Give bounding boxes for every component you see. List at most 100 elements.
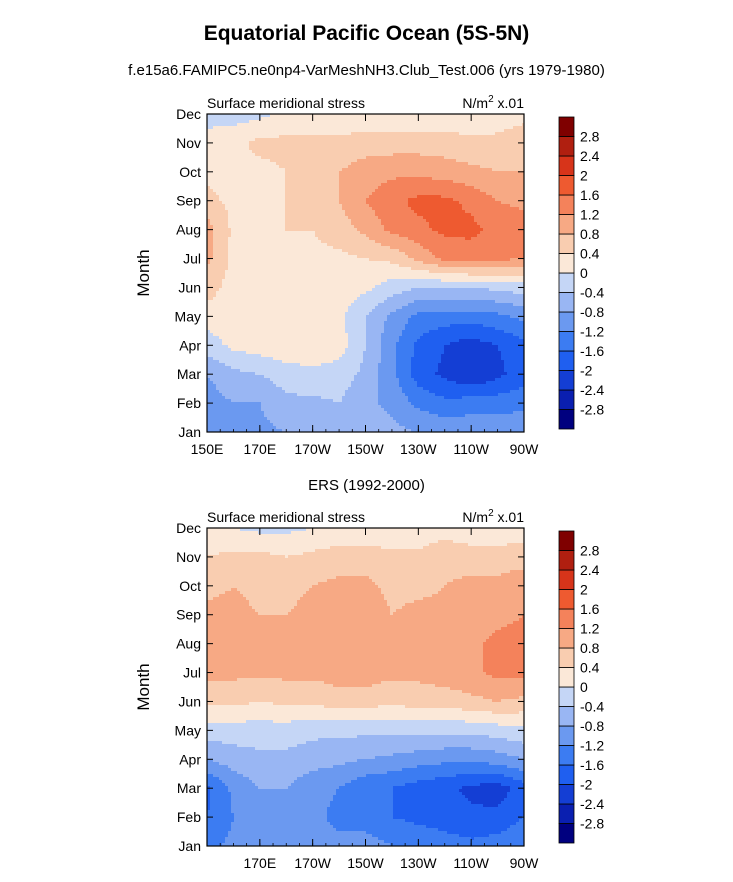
colorbar-box (558, 530, 575, 551)
colorbar-label: 0.4 (580, 246, 600, 262)
y-tick-label: Oct (179, 164, 201, 180)
colorbar-label: 1.2 (580, 207, 600, 223)
colorbar-label: 1.2 (580, 621, 600, 637)
y-tick-label: Mar (177, 366, 201, 382)
colorbar-label: 2.4 (580, 148, 600, 164)
colorbar-label: -1.2 (580, 738, 604, 754)
colorbar-box (558, 389, 575, 410)
colorbar-box (558, 823, 575, 844)
colorbar-box (558, 803, 575, 824)
colorbar-box (558, 136, 575, 157)
colorbar-box (558, 233, 575, 254)
x-tick-label: 170W (294, 441, 331, 457)
x-tick-label: 170E (243, 855, 276, 871)
y-tick-label: May (175, 308, 201, 324)
colorbar-box (558, 589, 575, 610)
y-tick-label: Jan (178, 838, 201, 854)
colorbar-box (558, 686, 575, 707)
x-tick-label: 90W (510, 441, 540, 457)
colorbar-label: -1.6 (580, 343, 604, 359)
x-tick-label: 110W (453, 855, 489, 871)
colorbar-label: -0.4 (580, 285, 604, 301)
y-tick-label: Nov (176, 135, 201, 151)
colorbar-box (558, 667, 575, 688)
colorbar-label: -2 (580, 777, 593, 793)
left-string: Surface meridional stress (207, 509, 365, 525)
colorbar-label: -2 (580, 363, 593, 379)
colorbar-label: 0.4 (580, 660, 600, 676)
y-tick-label: Dec (176, 106, 201, 122)
colorbar-box (558, 409, 575, 430)
colorbar-box (558, 253, 575, 274)
colorbar-box (558, 764, 575, 785)
colorbar-label: -2.4 (580, 382, 604, 398)
colorbar-box (558, 745, 575, 766)
x-tick-label: 170W (294, 855, 331, 871)
y-tick-label: Apr (179, 751, 201, 767)
y-tick-label: Oct (179, 578, 201, 594)
colorbar-label: -1.6 (580, 757, 604, 773)
y-tick-label: Sep (176, 607, 201, 623)
colorbar-label: 2 (580, 582, 588, 598)
y-tick-label: Nov (176, 549, 201, 565)
colorbar-label: 1.6 (580, 601, 600, 617)
colorbar-box (558, 706, 575, 727)
x-tick-label: 90W (510, 855, 540, 871)
colorbar-label: -0.4 (580, 699, 604, 715)
lower-panel-title: ERS (1992-2000) (0, 477, 733, 494)
colorbar-box (558, 155, 575, 176)
colorbar-box (558, 370, 575, 391)
left-string: Surface meridional stress (207, 95, 365, 111)
colorbar-box (558, 725, 575, 746)
colorbar-2: -2.8 -2.4 -2 -1.6 -1.2 -0.8 -0.4 0 0.4 0.8 1.2 1.6 2… (558, 530, 604, 844)
contour-panel-1: Jan Feb Mar Apr May Jun Jul Aug Sep Oct Nov Dec 150E… (134, 94, 539, 457)
x-tick-label: 110W (453, 441, 489, 457)
colorbar-box (558, 647, 575, 668)
colorbar-box (558, 292, 575, 313)
y-tick-label: Mar (177, 780, 201, 796)
colorbar-label: 2 (580, 168, 588, 184)
colorbar-box (558, 214, 575, 235)
y-tick-label: Aug (176, 636, 201, 652)
colorbar-label: -2.8 (580, 402, 604, 418)
colorbar-box (558, 194, 575, 215)
x-tick-label: 150W (347, 855, 384, 871)
figure-subtitle: f.e15a6.FAMIPC5.ne0np4-VarMeshNH3.Club_T… (0, 62, 733, 79)
colorbar-label: 0 (580, 265, 588, 281)
colorbar-label: -2.4 (580, 796, 604, 812)
colorbar-box (558, 116, 575, 137)
y-tick-label: Jun (178, 279, 201, 295)
colorbar-label: -0.8 (580, 304, 604, 320)
x-tick-label: 150W (347, 441, 384, 457)
y-tick-label: Dec (176, 520, 201, 536)
colorbar-box (558, 311, 575, 332)
y-tick-label: Jun (178, 693, 201, 709)
y-tick-label: Feb (177, 395, 201, 411)
units-label: N/m2 x.01 (462, 94, 524, 111)
colorbar-label: 0 (580, 679, 588, 695)
colorbar-label: -1.2 (580, 324, 604, 340)
x-tick-label: 150E (191, 441, 224, 457)
contour-panel-2: Jan Feb Mar Apr May Jun Jul Aug Sep Oct Nov Dec 170E… (134, 508, 539, 871)
colorbar-box (558, 175, 575, 196)
colorbar-label: 0.8 (580, 640, 600, 656)
colorbar-box (558, 272, 575, 293)
colorbar-label: 1.6 (580, 187, 600, 203)
colorbar-label: 2.8 (580, 543, 600, 559)
colorbar-label: 0.8 (580, 226, 600, 242)
contour-fill (207, 114, 524, 432)
colorbar-box (558, 784, 575, 805)
colorbar-box (558, 569, 575, 590)
colorbar-box (558, 608, 575, 629)
y-axis-label: Month (134, 663, 153, 710)
x-tick-label: 130W (400, 441, 437, 457)
figure-title: Equatorial Pacific Ocean (5S-5N) (0, 22, 733, 46)
y-tick-label: Jan (178, 424, 201, 440)
colorbar-box (558, 550, 575, 571)
y-tick-label: Aug (176, 222, 201, 238)
contour-fill (207, 528, 524, 846)
units-label: N/m2 x.01 (462, 508, 524, 525)
colorbar-label: -0.8 (580, 718, 604, 734)
colorbar-label: 2.8 (580, 129, 600, 145)
